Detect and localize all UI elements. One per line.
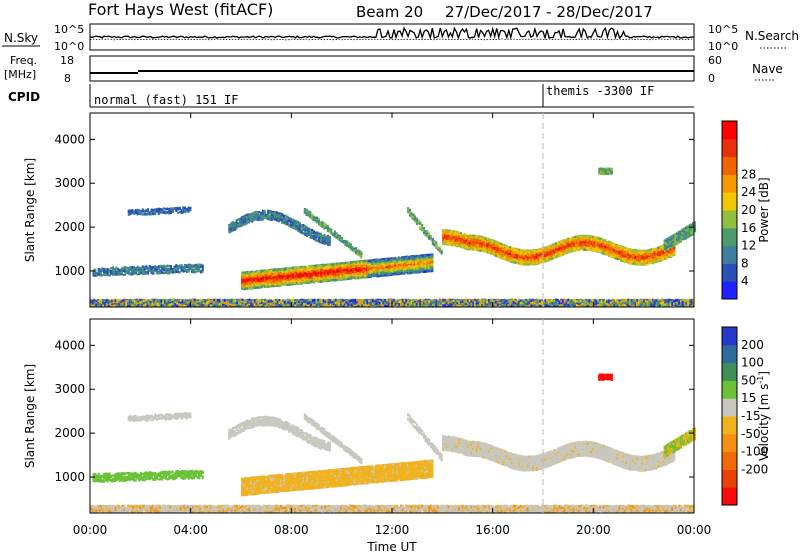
- freq-label: Freq.: [10, 54, 37, 67]
- colorbar-segment: [722, 434, 737, 452]
- cpid-label: CPID: [8, 90, 40, 104]
- colorbar-segment: [722, 345, 737, 363]
- velocity-colorbar-label: Velocity [m s-1]: [756, 371, 771, 461]
- velocity-xlabel: Time UT: [366, 540, 417, 554]
- colorbar-segment: [722, 487, 737, 505]
- colorbar-segment: [722, 121, 737, 139]
- colorbar-segment: [722, 228, 737, 246]
- power-ylabel: Slant Range [km]: [23, 158, 37, 262]
- freq-unit: [MHz]: [4, 68, 36, 81]
- colorbar-tick-label: 200: [741, 338, 764, 352]
- colorbar-tick-label: 20: [741, 203, 756, 217]
- date-range: 27/Dec/2017 - 28/Dec/2017: [445, 3, 653, 21]
- cpid-mode-1: normal (fast) 151 IF: [94, 93, 239, 107]
- colorbar-segment: [722, 246, 737, 264]
- colorbar-tick-label: 8: [741, 256, 749, 270]
- colorbar-tick-label: 16: [741, 221, 756, 235]
- cpid-mode-2: themis -3300 IF: [546, 84, 654, 98]
- colorbar-tick-label: 15: [741, 391, 756, 405]
- nsky-label: N.Sky: [4, 31, 38, 45]
- x-tick-label: 00:00: [677, 523, 712, 537]
- nave-label: Nave: [752, 62, 783, 76]
- colorbar-tick-label: 100: [741, 356, 764, 370]
- x-tick-label: 16:00: [475, 523, 510, 537]
- nsearch-tick-top: 10^5: [708, 23, 738, 36]
- colorbar-segment: [722, 139, 737, 157]
- colorbar-tick-label: 12: [741, 239, 756, 253]
- station-title: Fort Hays West (fitACF): [88, 0, 273, 19]
- x-tick-label: 20:00: [576, 523, 611, 537]
- power-colorbar: 4 8 12 16 20 24 28: [722, 121, 756, 300]
- nsky-trace: [90, 28, 694, 40]
- colorbar-segment: [722, 157, 737, 175]
- y-tick-label: 4000: [54, 132, 85, 146]
- y-tick-label: 2000: [54, 426, 85, 440]
- colorbar-segment: [722, 263, 737, 281]
- colorbar-tick-label: 24: [741, 185, 756, 199]
- colorbar-tick-label: 50: [741, 373, 756, 387]
- colorbar-tick-label: 28: [741, 167, 756, 181]
- colorbar-segment: [722, 192, 737, 210]
- freq-tick-bottom: 8: [64, 72, 71, 85]
- nave-tick-bottom: 0: [708, 72, 715, 85]
- colorbar-segment: [722, 281, 737, 299]
- nsky-panel: N.Sky 10^5 10^0 10^5 10^0 N.Search: [2, 23, 799, 53]
- nsky-tick-top: 10^5: [54, 23, 84, 36]
- colorbar-segment: [722, 416, 737, 434]
- x-tick-label: 00:00: [73, 523, 108, 537]
- power-colorbar-label: Power [dB]: [757, 177, 771, 242]
- y-tick-label: 3000: [54, 382, 85, 396]
- colorbar-segment: [722, 363, 737, 381]
- colorbar-segment: [722, 469, 737, 487]
- y-tick-label: 3000: [54, 176, 85, 190]
- colorbar-segment: [722, 327, 737, 345]
- x-tick-label: 04:00: [173, 523, 208, 537]
- x-tick-label: 12:00: [375, 523, 410, 537]
- y-tick-label: 2000: [54, 220, 85, 234]
- nave-tick-top: 60: [708, 54, 722, 67]
- nsearch-label: N.Search: [745, 29, 799, 43]
- freq-trace: [90, 71, 694, 73]
- nsky-tick-bottom: 10^0: [54, 40, 84, 53]
- colorbar-segment: [722, 380, 737, 398]
- y-tick-label: 1000: [54, 470, 85, 484]
- colorbar-segment: [722, 174, 737, 192]
- velocity-ylabel: Slant Range [km]: [23, 364, 37, 468]
- colorbar-tick-label: -200: [741, 462, 768, 476]
- nsearch-tick-bottom: 10^0: [708, 40, 738, 53]
- y-tick-label: 4000: [54, 338, 85, 352]
- colorbar-tick-label: 4: [741, 274, 749, 288]
- colorbar-segment: [722, 452, 737, 470]
- beam-label: Beam 20: [356, 3, 423, 21]
- freq-panel: Freq. [MHz] 18 8 60 0 Nave: [4, 54, 783, 85]
- freq-tick-top: 18: [60, 54, 74, 67]
- y-tick-label: 1000: [54, 264, 85, 278]
- cpid-panel: CPID normal (fast) 151 IF themis -3300 I…: [8, 84, 694, 107]
- x-tick-label: 08:00: [274, 523, 309, 537]
- colorbar-segment: [722, 398, 737, 416]
- power-panel: 1000 2000 3000 4000 Slant Range [km] 4 8 12 16…: [23, 113, 771, 307]
- colorbar-segment: [722, 210, 737, 228]
